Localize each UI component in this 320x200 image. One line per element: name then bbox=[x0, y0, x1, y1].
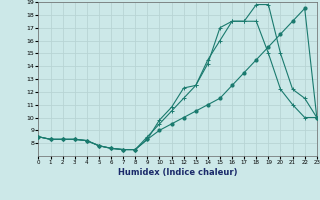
X-axis label: Humidex (Indice chaleur): Humidex (Indice chaleur) bbox=[118, 168, 237, 177]
